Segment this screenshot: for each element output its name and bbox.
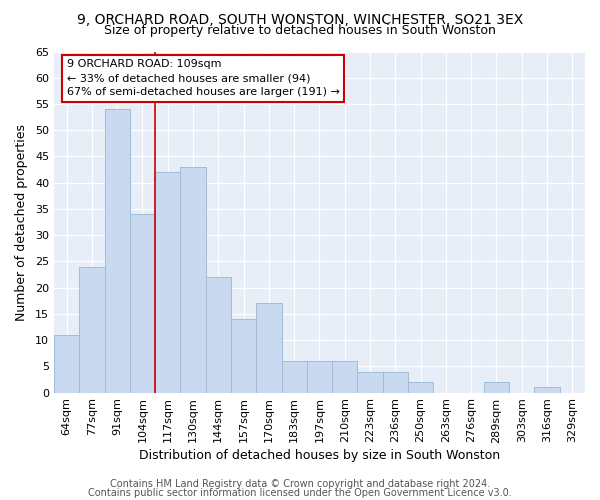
Bar (181, 167, 206, 392)
X-axis label: Distribution of detached houses by size in South Wonston: Distribution of detached houses by size … (139, 450, 500, 462)
Bar (54, 335, 79, 392)
Text: Size of property relative to detached houses in South Wonston: Size of property relative to detached ho… (104, 24, 496, 37)
Bar (206, 277, 231, 392)
Text: 9 ORCHARD ROAD: 109sqm
← 33% of detached houses are smaller (94)
67% of semi-det: 9 ORCHARD ROAD: 109sqm ← 33% of detached… (67, 60, 340, 98)
Bar (332, 361, 358, 392)
Bar (535, 388, 560, 392)
Bar (130, 214, 155, 392)
Bar (383, 372, 408, 392)
Bar (358, 372, 383, 392)
Bar (155, 172, 181, 392)
Bar (104, 109, 130, 393)
Bar (408, 382, 433, 392)
Bar (281, 361, 307, 392)
Y-axis label: Number of detached properties: Number of detached properties (15, 124, 28, 320)
Bar (79, 266, 104, 392)
Bar (484, 382, 509, 392)
Bar (307, 361, 332, 392)
Text: 9, ORCHARD ROAD, SOUTH WONSTON, WINCHESTER, SO21 3EX: 9, ORCHARD ROAD, SOUTH WONSTON, WINCHEST… (77, 12, 523, 26)
Bar (231, 319, 256, 392)
Text: Contains public sector information licensed under the Open Government Licence v3: Contains public sector information licen… (88, 488, 512, 498)
Text: Contains HM Land Registry data © Crown copyright and database right 2024.: Contains HM Land Registry data © Crown c… (110, 479, 490, 489)
Bar (256, 304, 281, 392)
